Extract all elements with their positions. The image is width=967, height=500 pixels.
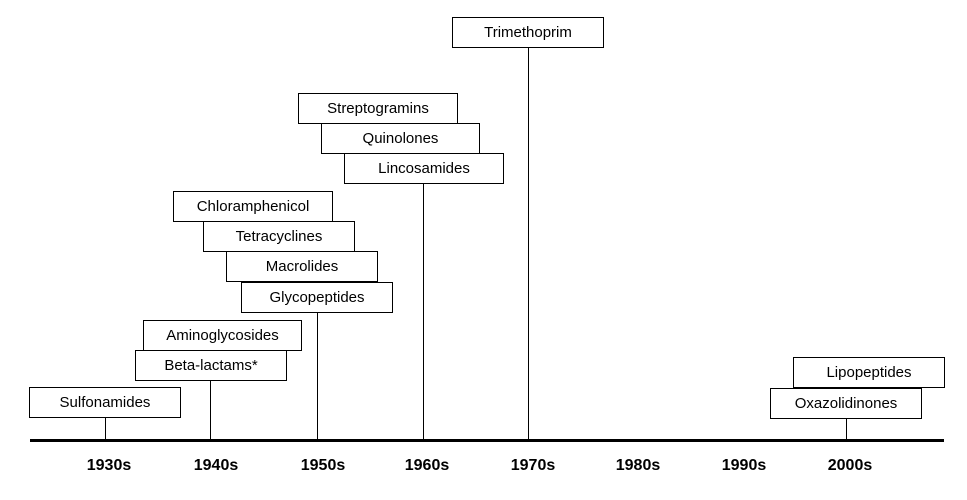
stem-1960s (423, 183, 424, 440)
stem-1950s (317, 312, 318, 440)
class-box-tetracyclines: Tetracyclines (203, 221, 355, 252)
class-box-chloramphenicol: Chloramphenicol (173, 191, 333, 222)
class-box-oxazolidinones: Oxazolidinones (770, 388, 922, 419)
class-box-macrolides: Macrolides (226, 251, 378, 282)
stem-1930s (105, 418, 106, 440)
class-box-trimethoprim: Trimethoprim (452, 17, 604, 48)
decade-label-1950s: 1950s (300, 457, 346, 474)
decade-label-1940s: 1940s (193, 457, 239, 474)
decade-label-2000s: 2000s (827, 457, 873, 474)
class-box-lipopeptides: Lipopeptides (793, 357, 945, 388)
stem-2000s (846, 418, 847, 440)
timeline-axis (30, 439, 944, 442)
decade-label-1990s: 1990s (721, 457, 767, 474)
decade-label-1980s: 1980s (615, 457, 661, 474)
class-box-beta-lactams: Beta-lactams* (135, 350, 287, 381)
decade-label-1930s: 1930s (86, 457, 132, 474)
class-box-streptogramins: Streptogramins (298, 93, 458, 124)
class-box-glycopeptides: Glycopeptides (241, 282, 393, 313)
class-box-aminoglycosides: Aminoglycosides (143, 320, 302, 351)
class-box-quinolones: Quinolones (321, 123, 480, 154)
stem-1970s (528, 47, 529, 440)
class-box-sulfonamides: Sulfonamides (29, 387, 181, 418)
class-box-lincosamides: Lincosamides (344, 153, 504, 184)
decade-label-1970s: 1970s (510, 457, 556, 474)
decade-label-1960s: 1960s (404, 457, 450, 474)
stem-1940s (210, 380, 211, 440)
